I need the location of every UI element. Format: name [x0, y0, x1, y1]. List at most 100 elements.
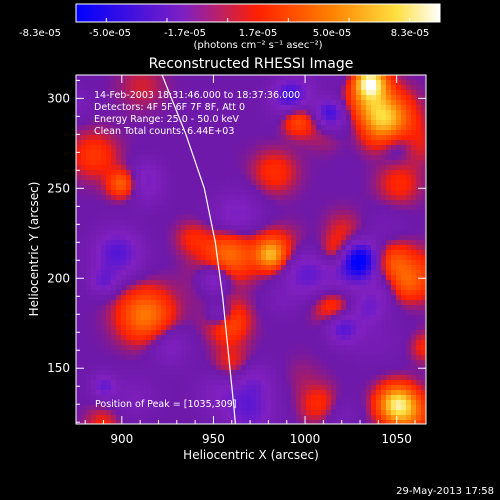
heatmap-cell: [376, 75, 382, 81]
heatmap-cell: [231, 315, 237, 321]
heatmap-cell: [81, 280, 87, 286]
heatmap-cell: [151, 290, 157, 296]
heatmap-cell: [241, 205, 247, 211]
heatmap-cell: [136, 390, 142, 396]
heatmap-cell: [391, 335, 397, 341]
heatmap-cell: [301, 415, 307, 421]
heatmap-cell: [291, 350, 297, 356]
heatmap-cell: [271, 255, 277, 261]
heatmap-cell: [416, 415, 422, 421]
heatmap-cell: [411, 295, 417, 301]
heatmap-cell: [241, 280, 247, 286]
heatmap-cell: [201, 125, 207, 131]
heatmap-cell: [331, 235, 337, 241]
heatmap-cell: [286, 265, 292, 271]
heatmap-cell: [261, 320, 267, 326]
heatmap-cell: [216, 240, 222, 246]
heatmap-cell: [126, 215, 132, 221]
heatmap-cell: [396, 400, 402, 406]
heatmap-cell: [141, 165, 147, 171]
heatmap-cell: [141, 290, 147, 296]
heatmap-cell: [356, 385, 362, 391]
heatmap-cell: [366, 85, 372, 91]
heatmap-cell: [151, 160, 157, 166]
heatmap-cell: [411, 280, 417, 286]
heatmap-cell: [101, 355, 107, 361]
heatmap-cell: [256, 375, 262, 381]
heatmap-cell: [161, 270, 167, 276]
heatmap-cell: [76, 375, 82, 381]
heatmap-cell: [271, 215, 277, 221]
heatmap-cell: [411, 125, 417, 131]
heatmap-cell: [156, 245, 162, 251]
heatmap-cell: [241, 100, 247, 106]
heatmap-cell: [176, 230, 182, 236]
heatmap-cell: [366, 410, 372, 416]
heatmap-cell: [76, 110, 82, 116]
heatmap-cell: [171, 185, 177, 191]
heatmap-cell: [266, 160, 272, 166]
heatmap-cell: [231, 305, 237, 311]
heatmap-cell: [126, 200, 132, 206]
heatmap-cell: [236, 420, 242, 424]
heatmap-cell: [416, 115, 422, 121]
heatmap-cell: [131, 170, 137, 176]
heatmap-cell: [211, 365, 217, 371]
heatmap-cell: [346, 120, 352, 126]
heatmap-cell: [106, 265, 112, 271]
heatmap-cell: [376, 340, 382, 346]
heatmap-cell: [326, 420, 332, 424]
heatmap-cell: [236, 105, 242, 111]
heatmap-cell: [216, 185, 222, 191]
heatmap-cell: [201, 90, 207, 96]
heatmap-cell: [366, 90, 372, 96]
heatmap-cell: [181, 415, 187, 421]
heatmap-cell: [356, 75, 362, 81]
heatmap-cell: [286, 390, 292, 396]
heatmap-cell: [341, 120, 347, 126]
heatmap-cell: [116, 335, 122, 341]
heatmap-cell: [216, 280, 222, 286]
heatmap-cell: [291, 240, 297, 246]
heatmap-cell: [211, 180, 217, 186]
heatmap-cell: [291, 235, 297, 241]
heatmap-cell: [266, 245, 272, 251]
heatmap-cell: [181, 310, 187, 316]
heatmap-cell: [411, 175, 417, 181]
heatmap-cell: [401, 160, 407, 166]
heatmap-cell: [176, 265, 182, 271]
heatmap-cell: [401, 320, 407, 326]
heatmap-cell: [341, 330, 347, 336]
heatmap-cell: [221, 280, 227, 286]
heatmap-cell: [226, 240, 232, 246]
heatmap-cell: [131, 295, 137, 301]
heatmap-cell: [321, 280, 327, 286]
heatmap-cell: [326, 100, 332, 106]
heatmap-cell: [106, 300, 112, 306]
heatmap-cell: [396, 370, 402, 376]
heatmap-cell: [196, 215, 202, 221]
heatmap-cell: [316, 220, 322, 226]
heatmap-cell: [406, 125, 412, 131]
heatmap-cell: [176, 405, 182, 411]
heatmap-cell: [96, 160, 102, 166]
heatmap-cell: [276, 285, 282, 291]
heatmap-cell: [141, 185, 147, 191]
heatmap-cell: [241, 95, 247, 101]
heatmap-cell: [221, 145, 227, 151]
heatmap-cell: [151, 215, 157, 221]
heatmap-cell: [106, 325, 112, 331]
heatmap-cell: [256, 75, 262, 81]
heatmap-cell: [346, 95, 352, 101]
heatmap-cell: [131, 120, 137, 126]
heatmap-cell: [316, 200, 322, 206]
heatmap-cell: [251, 250, 257, 256]
heatmap-cell: [351, 220, 357, 226]
heatmap-cell: [101, 240, 107, 246]
heatmap-cell: [371, 345, 377, 351]
heatmap-cell: [231, 280, 237, 286]
heatmap-cell: [176, 290, 182, 296]
heatmap-cell: [316, 370, 322, 376]
heatmap-cell: [96, 310, 102, 316]
heatmap-cell: [246, 300, 252, 306]
